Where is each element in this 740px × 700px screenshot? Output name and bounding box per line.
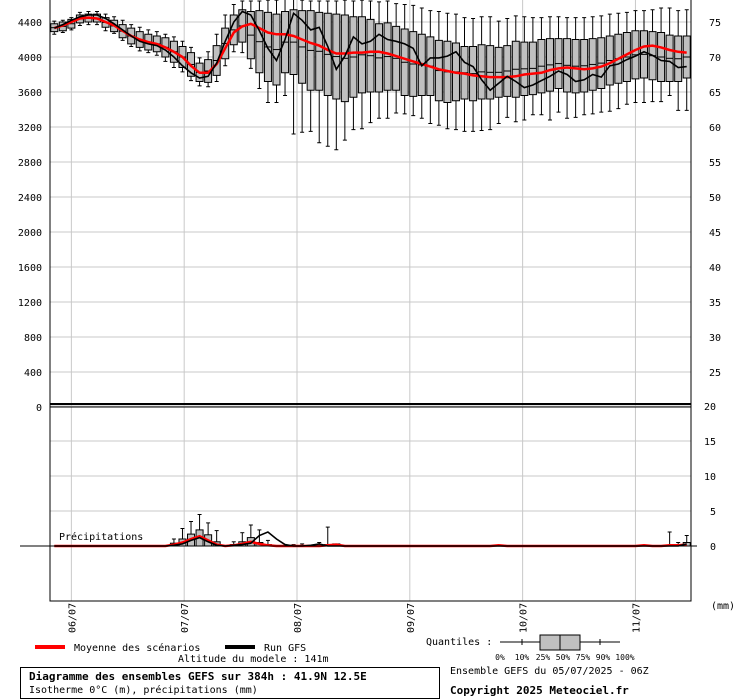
chart-title: Diagramme des ensembles GEFS sur 384h : …: [29, 670, 367, 683]
chart-grid: [50, 0, 691, 601]
y-tick-label-left: 3200: [18, 123, 42, 134]
y-tick-label-left: 1200: [18, 298, 42, 309]
run-series-isotherm: [53, 10, 687, 92]
x-tick-label: 10/07: [519, 603, 530, 633]
model-altitude: Altitude du modele : 141m: [178, 654, 329, 665]
legend-quantiles-label: Quantiles :: [426, 637, 492, 648]
y-tick-label-precip: 5: [710, 507, 716, 518]
y-tick-label-precip: 15: [704, 437, 716, 448]
y-tick-label-right: 75: [709, 18, 721, 29]
legend-run-label: Run GFS: [264, 643, 306, 654]
y-tick-label-right: 40: [709, 263, 721, 274]
x-tick-label: 09/07: [406, 603, 417, 633]
quantile-tick-label: 25%: [536, 653, 551, 662]
x-tick-label: 07/07: [180, 603, 191, 633]
y-tick-label-left: 2400: [18, 193, 42, 204]
chart-subtitle: Isotherme 0°C (m), précipitations (mm): [29, 685, 258, 696]
x-tick-label: 08/07: [293, 603, 304, 633]
y-tick-label-right: 65: [709, 88, 721, 99]
y-tick-label-right: 35: [709, 298, 721, 309]
y-tick-label-left: 0: [36, 403, 42, 414]
y-tick-label-precip: 10: [704, 472, 716, 483]
quantile-tick-label: 100%: [615, 653, 634, 662]
y-tick-label-right: 55: [709, 158, 721, 169]
isotherm-panel: [50, 0, 691, 151]
mean-series-isotherm: [53, 16, 687, 79]
y-tick-label-right: 45: [709, 228, 721, 239]
quantile-tick-label: 10%: [515, 653, 530, 662]
y-tick-label-right: 30: [709, 333, 721, 344]
x-tick-label: 06/07: [67, 603, 78, 633]
ensemble-run-info: Ensemble GEFS du 05/07/2025 - 06Z: [450, 666, 649, 677]
title-box: Diagramme des ensembles GEFS sur 384h : …: [20, 667, 440, 699]
quantiles-legend-box: 0% 10% 25% 50% 75% 90% 100%: [495, 634, 635, 662]
legend-mean-label: Moyenne des scénarios: [74, 642, 200, 654]
precip-unit-label: (mm): [711, 601, 735, 612]
quantile-tick-label: 75%: [576, 653, 591, 662]
y-tick-label-right: 70: [709, 53, 721, 64]
bottom-panel-frame: [49, 406, 692, 602]
y-tick-label-left: 800: [24, 333, 42, 344]
y-tick-label-left: 4000: [18, 53, 42, 64]
y-tick-label-left: 3600: [18, 88, 42, 99]
quantile-tick-label: 50%: [556, 653, 571, 662]
precip-panel-label: Précipitations: [59, 531, 143, 543]
y-tick-label-left: 2000: [18, 228, 42, 239]
y-tick-label-precip: 0: [710, 542, 716, 553]
run-series-precip: [54, 531, 687, 547]
y-tick-label-right: 50: [709, 193, 721, 204]
quantile-tick-label: 0%: [495, 653, 505, 662]
chart-legend: Moyenne des scénarios Run GFS Quantiles …: [35, 634, 635, 662]
y-tick-label-right: 60: [709, 123, 721, 134]
y-tick-label-right: 25: [709, 368, 721, 379]
y-tick-label-precip: 20: [704, 402, 716, 413]
y-tick-label-left: 4400: [18, 18, 42, 29]
quantile-tick-label: 90%: [596, 653, 611, 662]
precipitation-panel: [54, 514, 691, 548]
copyright: Copyright 2025 Meteociel.fr: [450, 684, 629, 697]
x-tick-label: 11/07: [631, 603, 642, 633]
mean-series-precip: [54, 534, 687, 548]
y-tick-label-left: 2800: [18, 158, 42, 169]
y-tick-label-left: 400: [24, 368, 42, 379]
y-tick-label-left: 1600: [18, 263, 42, 274]
